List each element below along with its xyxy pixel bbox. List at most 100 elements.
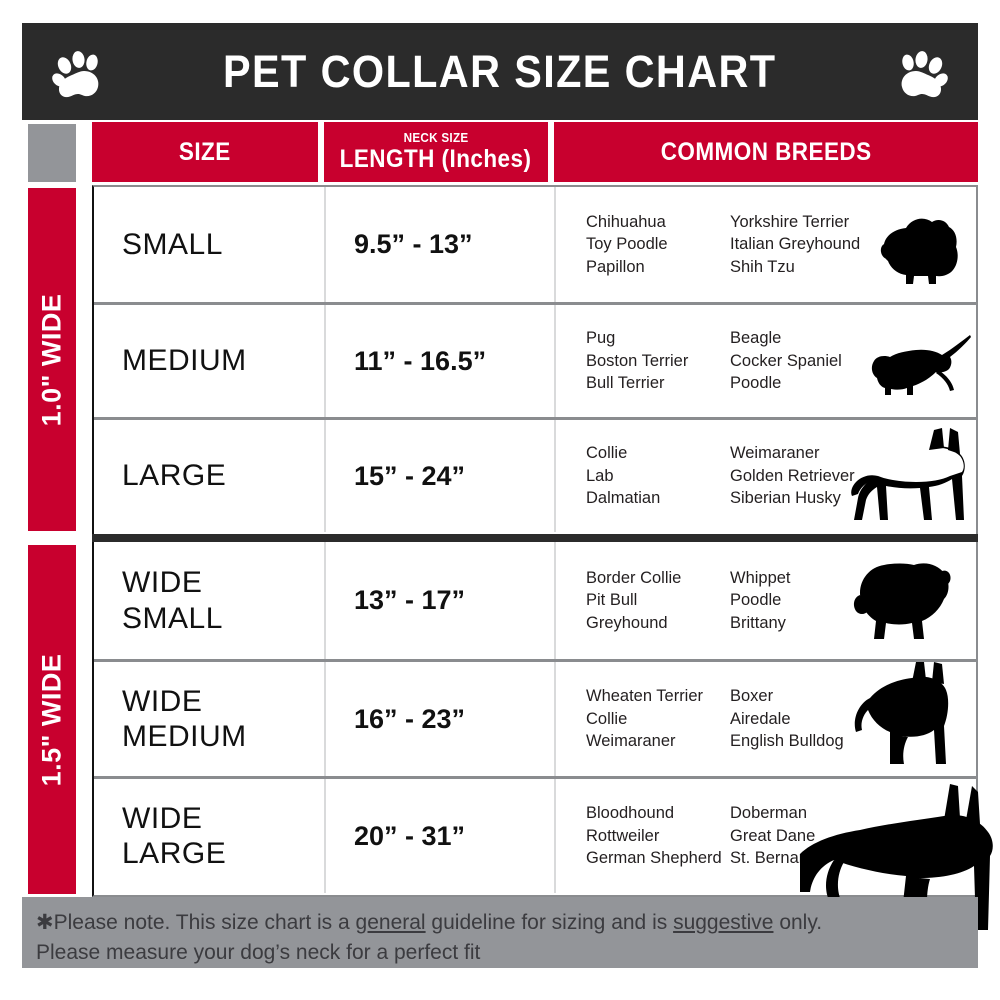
column-header-size-label: SIZE — [179, 137, 231, 166]
breed-item: Lab — [586, 465, 614, 485]
paw-print-icon — [50, 51, 106, 101]
footer-note: ✱Please note. This size chart is a gener… — [22, 897, 978, 968]
breed-item: Shih Tzu — [730, 256, 795, 276]
section-1-5-wide: 1.5" WIDE WIDE SMALL 13” - 17” Border Co… — [22, 542, 978, 897]
size-label: SMALL — [122, 601, 223, 635]
breed-item: Chihuahua — [586, 211, 666, 231]
cell-length: 9.5” - 13” — [326, 187, 556, 302]
footer-line-1: ✱Please note. This size chart is a gener… — [36, 908, 964, 938]
breed-item: Brittany — [730, 612, 786, 632]
cell-breeds: Border Collie Pit Bull Greyhound Whippet… — [556, 542, 976, 659]
breed-item: Golden Retriever — [730, 465, 855, 485]
breed-item: Great Dane — [730, 825, 816, 845]
size-label: WIDE — [122, 566, 203, 600]
breeds-column-1: Border Collie Pit Bull Greyhound — [586, 567, 730, 635]
size-label: MEDIUM — [122, 344, 247, 378]
breed-item: Border Collie — [586, 567, 682, 587]
section-label-text: 1.5" WIDE — [36, 653, 67, 786]
cell-size: WIDE LARGE — [94, 779, 326, 893]
breeds-column-1: Wheaten Terrier Collie Weimaraner — [586, 685, 730, 753]
column-header-neck-size-label: NECK SIZE — [403, 129, 469, 145]
footer-underline-general: general — [355, 911, 426, 934]
column-header-breeds: COMMON BREEDS — [554, 122, 978, 182]
column-header-length-label: LENGTH (Inches) — [340, 144, 532, 173]
cell-breeds: Wheaten Terrier Collie Weimaraner Boxer … — [556, 662, 976, 776]
table-body: 1.0" WIDE SMALL 9.5” - 13” Chihuahua Toy… — [22, 185, 978, 897]
breeds-column-1: Collie Lab Dalmatian — [586, 442, 730, 510]
table-header-row: SIZE NECK SIZE LENGTH (Inches) COMMON BR… — [22, 120, 978, 185]
cell-size: LARGE — [94, 420, 326, 532]
section-1-0-wide: 1.0" WIDE SMALL 9.5” - 13” Chihuahua Toy… — [22, 185, 978, 534]
breed-item: Greyhound — [586, 612, 668, 632]
column-header-length: NECK SIZE LENGTH (Inches) — [324, 122, 548, 182]
header-corner-cell — [28, 124, 76, 182]
breed-item: Weimaraner — [730, 443, 820, 463]
section-label-1-0-wide: 1.0" WIDE — [28, 188, 76, 531]
breeds-column-1: Chihuahua Toy Poodle Papillon — [586, 211, 730, 279]
breed-item: Collie — [586, 708, 628, 728]
breeds-column-2: Boxer Airedale English Bulldog — [730, 685, 880, 753]
pet-collar-size-chart: PET COLLAR SIZE CHART SIZE NECK SIZE LEN… — [22, 23, 993, 968]
breeds-column-2: Doberman Great Dane St. Bernard — [730, 802, 880, 870]
table-row: WIDE MEDIUM 16” - 23” Wheaten Terrier Co… — [94, 659, 976, 776]
breed-item: Cocker Spaniel — [730, 350, 842, 370]
breeds-column-2: Yorkshire Terrier Italian Greyhound Shih… — [730, 211, 880, 279]
breeds-column-2: Whippet Poodle Brittany — [730, 567, 880, 635]
breed-item: Collie — [586, 443, 628, 463]
size-label: MEDIUM — [122, 720, 247, 753]
table-row: WIDE LARGE 20” - 31” Bloodhound Rottweil… — [94, 776, 976, 893]
cell-breeds: Collie Lab Dalmatian Weimaraner Golden R… — [556, 420, 976, 532]
size-label: WIDE — [122, 684, 203, 718]
size-label: LARGE — [122, 459, 227, 493]
cell-length: 16” - 23” — [326, 662, 556, 776]
breed-item: Wheaten Terrier — [586, 686, 704, 706]
breed-item: Siberian Husky — [730, 488, 841, 508]
breed-item: Weimaraner — [586, 731, 676, 751]
cell-breeds: Bloodhound Rottweiler German Shepherd Do… — [556, 779, 976, 893]
size-label: WIDE — [122, 801, 203, 835]
cell-length: 15” - 24” — [326, 420, 556, 532]
section-label-text: 1.0" WIDE — [36, 293, 67, 426]
footer-text-1: ✱Please note. This size chart is a — [36, 911, 356, 934]
section-label-1-5-wide: 1.5" WIDE — [28, 545, 76, 894]
page-title: PET COLLAR SIZE CHART — [223, 45, 777, 97]
breed-item: Doberman — [730, 803, 807, 823]
breed-item: Yorkshire Terrier — [730, 211, 850, 231]
paw-print-icon — [894, 51, 950, 101]
cell-size: WIDE SMALL — [94, 542, 326, 659]
breed-item: Toy Poodle — [586, 234, 668, 254]
column-header-size: SIZE — [92, 122, 318, 182]
breeds-column-2: Beagle Cocker Spaniel Poodle — [730, 327, 880, 395]
footer-line-2: Please measure your dog’s neck for a per… — [36, 940, 481, 964]
column-header-breeds-label: COMMON BREEDS — [660, 137, 872, 166]
breed-item: Airedale — [730, 708, 791, 728]
beagle-silhouette — [866, 333, 972, 399]
breed-item: Bull Terrier — [586, 373, 665, 393]
size-label: LARGE — [122, 837, 227, 870]
breed-item: English Bulldog — [730, 731, 844, 751]
cell-length: 13” - 17” — [326, 542, 556, 659]
breed-item: Boxer — [730, 686, 774, 706]
cell-breeds: Chihuahua Toy Poodle Papillon Yorkshire … — [556, 187, 976, 302]
breed-item: Boston Terrier — [586, 350, 689, 370]
cell-size: SMALL — [94, 187, 326, 302]
cell-size: WIDE MEDIUM — [94, 662, 326, 776]
chart-title-bar: PET COLLAR SIZE CHART — [22, 23, 978, 120]
table-row: WIDE SMALL 13” - 17” Border Collie Pit B… — [94, 542, 976, 659]
breed-item: Pug — [586, 328, 616, 348]
cell-length: 20” - 31” — [326, 779, 556, 893]
breeds-column-1: Pug Boston Terrier Bull Terrier — [586, 327, 730, 395]
breed-item: Pit Bull — [586, 590, 638, 610]
breeds-column-1: Bloodhound Rottweiler German Shepherd — [586, 802, 730, 870]
table-row: SMALL 9.5” - 13” Chihuahua Toy Poodle Pa… — [94, 187, 976, 302]
section-divider — [92, 534, 978, 542]
breed-item: Poodle — [730, 590, 782, 610]
footer-text-2: guideline for sizing and is — [425, 911, 674, 934]
breed-item: Italian Greyhound — [730, 234, 861, 254]
breed-item: German Shepherd — [586, 848, 722, 868]
breed-item: Papillon — [586, 256, 645, 276]
cell-breeds: Pug Boston Terrier Bull Terrier Beagle C… — [556, 305, 976, 417]
breed-item: Poodle — [730, 373, 782, 393]
footer-underline-suggestive: suggestive — [673, 911, 774, 934]
breed-item: St. Bernard — [730, 848, 814, 868]
